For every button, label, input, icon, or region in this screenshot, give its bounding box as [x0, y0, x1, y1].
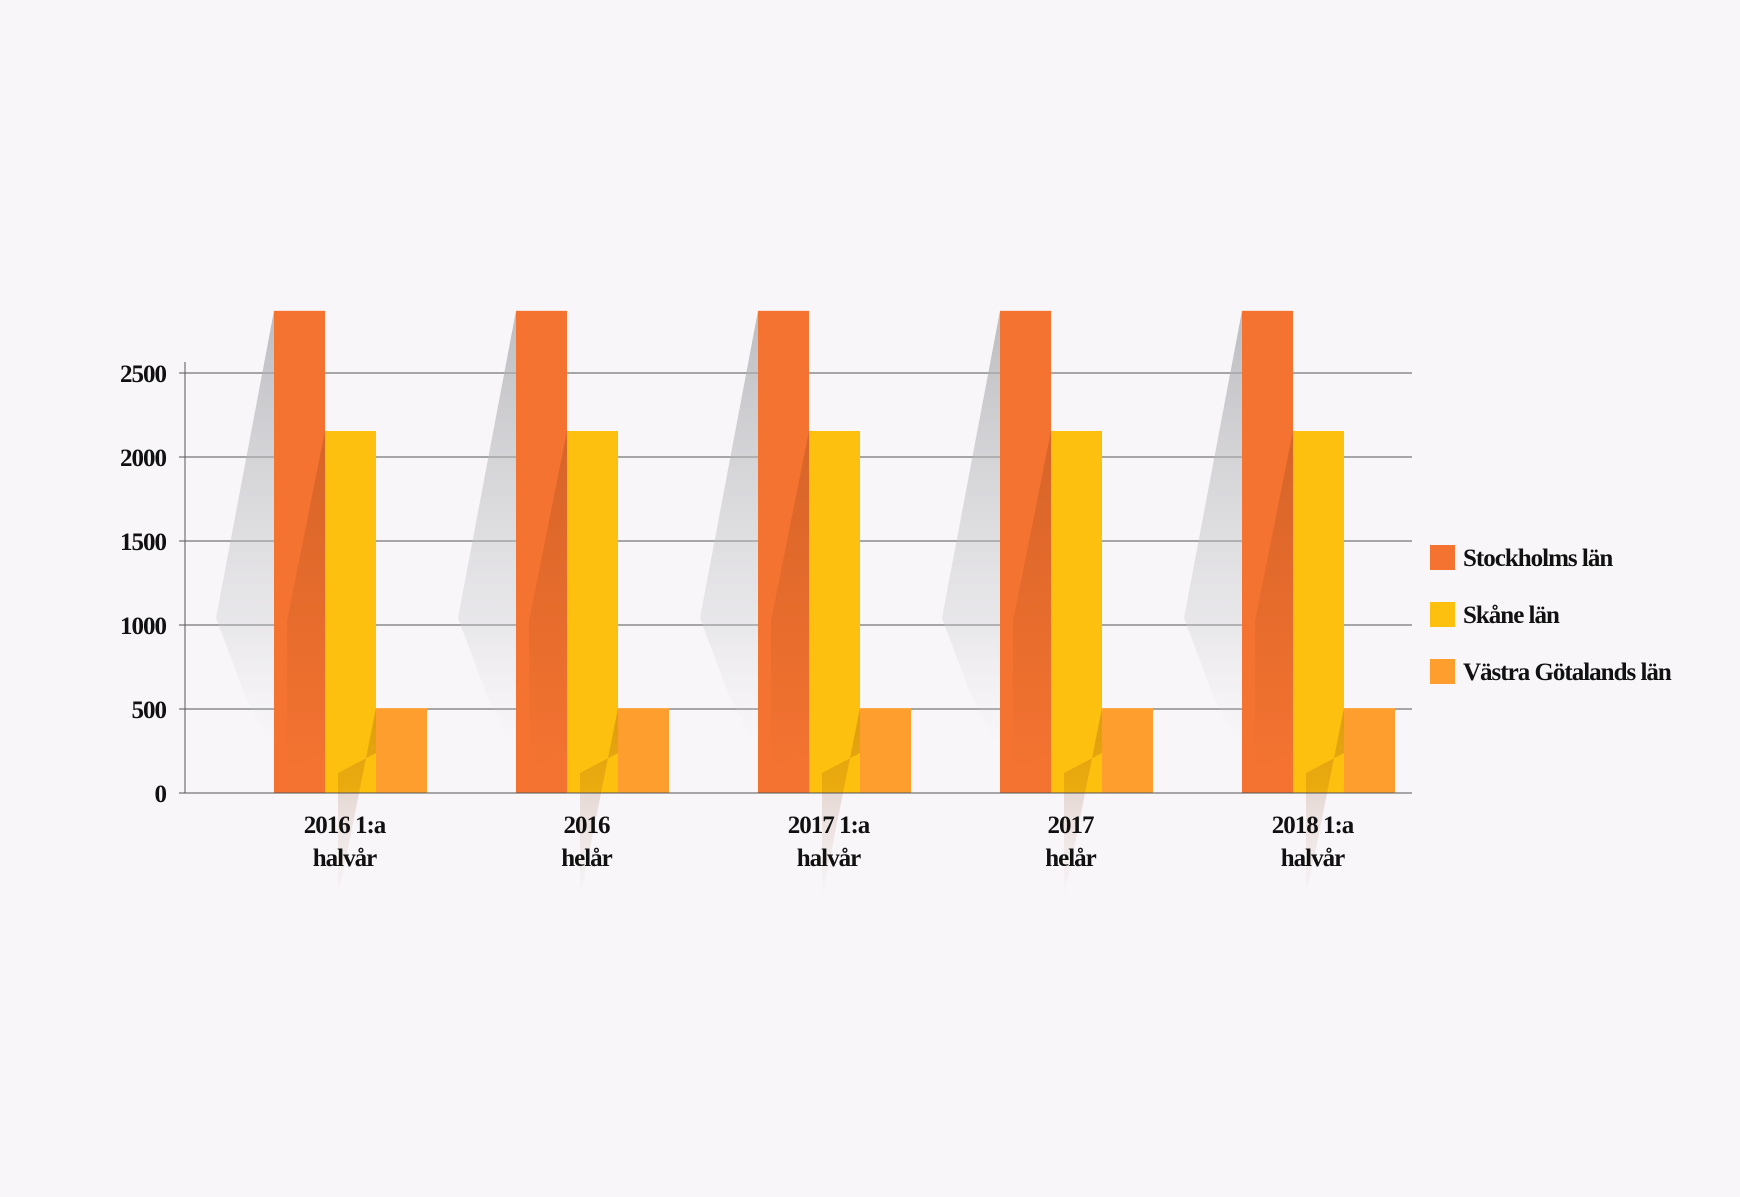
x-tick-label: 2017 1:a halvår — [788, 812, 871, 872]
x-tick-label-line: 2016 1:a — [304, 812, 387, 839]
bar-overlay-shade — [771, 430, 809, 773]
bar-shadow — [458, 310, 516, 753]
bar-västra-götalands-län — [1102, 708, 1153, 793]
x-tick-label: 2016 helår — [561, 812, 612, 872]
bar-overlay-shade — [1306, 708, 1344, 899]
x-tick-label-line: 2017 — [1048, 812, 1095, 839]
bar-shadow — [1184, 310, 1242, 753]
legend-label: Västra Götalands län — [1463, 659, 1672, 686]
x-tick-label-line: halvår — [313, 845, 377, 872]
legend-swatch — [1430, 659, 1455, 684]
bar-overlay-shade — [1064, 708, 1102, 899]
y-tick-label: 0 — [155, 781, 167, 808]
y-tick-label: 2500 — [120, 361, 167, 388]
x-tick-label-line: 2016 — [564, 812, 611, 839]
x-tick-label-line: 2018 1:a — [1272, 812, 1355, 839]
bar-shadow — [942, 310, 1000, 753]
y-tick-label: 1000 — [120, 613, 167, 640]
x-tick-label-line: halvår — [797, 845, 861, 872]
bar-overlay-shade — [529, 430, 567, 773]
bar-overlay-shade — [580, 708, 618, 899]
bar-västra-götalands-län — [618, 708, 669, 793]
bar-skåne-län — [809, 430, 860, 793]
x-tick-label-line: helår — [561, 845, 612, 872]
legend-label: Stockholms län — [1463, 545, 1613, 572]
bar-overlay-shade — [338, 708, 376, 899]
bar-overlay-shade — [1013, 430, 1051, 773]
bar-västra-götalands-län — [1344, 708, 1395, 793]
x-tick-label: 2018 1:a halvår — [1272, 812, 1355, 872]
bar-västra-götalands-län — [860, 708, 911, 793]
bar-skåne-län — [1051, 430, 1102, 793]
bar-shadow — [216, 310, 274, 753]
legend-swatch — [1430, 602, 1455, 627]
bar-overlay-shade — [822, 708, 860, 899]
bar-västra-götalands-län — [376, 708, 427, 793]
x-tick-label-line: halvår — [1281, 845, 1345, 872]
legend-swatch — [1430, 545, 1455, 570]
x-tick-label: 2017 helår — [1045, 812, 1096, 872]
bar-skåne-län — [325, 430, 376, 793]
x-tick-label-line: helår — [1045, 845, 1096, 872]
bar-overlay-shade — [1255, 430, 1293, 773]
bar-shadow — [700, 310, 758, 753]
bar-skåne-län — [1293, 430, 1344, 793]
x-tick-label-line: 2017 1:a — [788, 812, 871, 839]
y-tick-label: 1500 — [120, 529, 167, 556]
y-tick-label: 500 — [132, 697, 167, 724]
y-tick-label: 2000 — [120, 445, 167, 472]
x-tick-label: 2016 1:a halvår — [304, 812, 387, 872]
legend-label: Skåne län — [1463, 602, 1560, 629]
bar-skåne-län — [567, 430, 618, 793]
bar-overlay-shade — [287, 430, 325, 773]
